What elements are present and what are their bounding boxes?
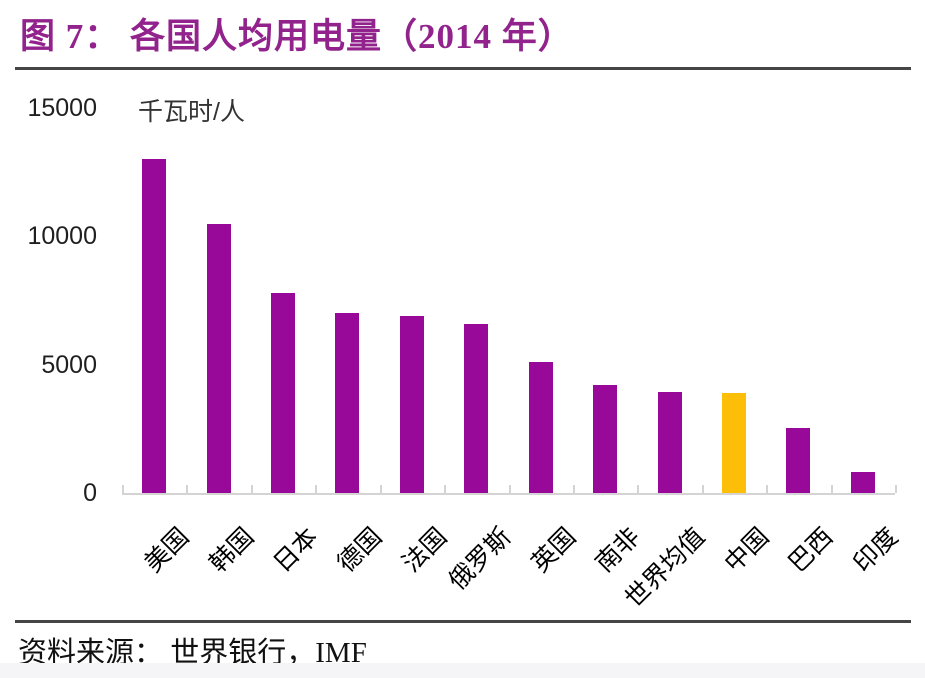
x-axis-tick-mark — [701, 485, 704, 493]
bar-brazil — [786, 427, 811, 493]
bar-world-average — [657, 391, 682, 493]
x-axis-tick-mark — [186, 485, 189, 493]
bar-france — [399, 315, 424, 493]
x-axis-label-japan: 日本 — [268, 522, 324, 578]
x-axis-label-brazil: 巴西 — [783, 522, 839, 578]
y-axis-tick-label-10000: 10000 — [27, 222, 97, 251]
x-axis-tick-mark — [379, 485, 382, 493]
bar-south-africa — [593, 385, 618, 493]
x-axis-tick-mark — [637, 485, 640, 493]
x-axis-tick-mark — [444, 485, 447, 493]
figure-title: 图 7： 各国人均用电量（2014 年） — [20, 17, 574, 56]
x-axis-label-russia: 俄罗斯 — [443, 522, 517, 596]
x-axis-label-south-korea: 韩国 — [203, 522, 260, 578]
x-axis-label-india: 印度 — [848, 522, 904, 578]
x-axis-tick-mark — [508, 485, 511, 493]
y-axis-tick-label-5000: 5000 — [41, 350, 97, 379]
x-axis-tick-mark — [895, 485, 897, 493]
footer-rule — [15, 620, 911, 623]
x-axis-label-china: 中国 — [719, 522, 775, 578]
x-axis-label-germany: 德国 — [332, 522, 388, 578]
bar-south-korea — [206, 223, 231, 493]
x-axis-label-uk: 英国 — [525, 522, 582, 578]
x-axis-label-usa: 美国 — [139, 522, 195, 578]
x-axis-line — [122, 493, 895, 495]
bar-usa — [142, 159, 167, 493]
bar-china — [721, 392, 746, 493]
x-axis-tick-mark — [122, 485, 124, 493]
x-axis-tick-mark — [830, 485, 833, 493]
page-bottom-strip — [0, 663, 925, 678]
header-rule — [15, 67, 911, 70]
bar-japan — [271, 292, 296, 493]
bar-russia — [464, 323, 489, 493]
x-axis-label-south-africa: 南非 — [590, 522, 646, 578]
x-axis-tick-mark — [250, 485, 253, 493]
bar-uk — [528, 362, 553, 493]
x-axis-tick-mark — [766, 485, 769, 493]
bar-india — [850, 472, 875, 493]
x-axis-tick-mark — [315, 485, 318, 493]
bar-germany — [335, 313, 360, 493]
y-axis-tick-label-0: 0 — [83, 479, 97, 507]
y-axis-unit-label: 千瓦时/人 — [138, 98, 245, 126]
x-axis-label-france: 法国 — [397, 522, 453, 578]
y-axis-tick-label-15000: 15000 — [27, 94, 97, 122]
x-axis-tick-mark — [572, 485, 575, 493]
